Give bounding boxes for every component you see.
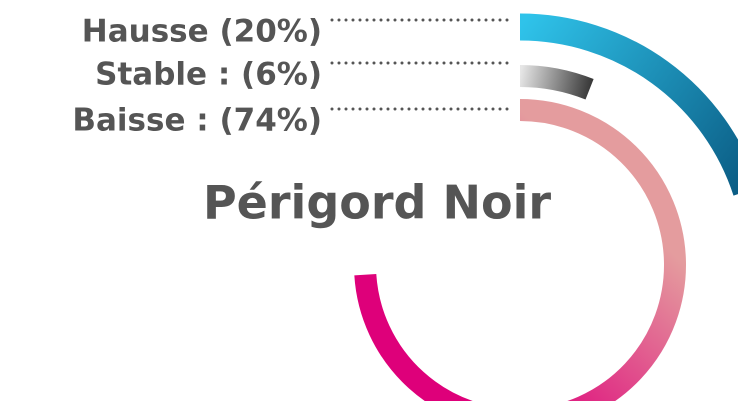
arc <box>519 13 738 196</box>
legend-label: Baisse : (74%) <box>72 103 322 139</box>
chart-title: Périgord Noir <box>203 176 551 230</box>
arc <box>519 65 594 100</box>
legend-label: Hausse (20%) <box>82 14 322 50</box>
legend-label: Stable : (6%) <box>95 57 322 93</box>
arc <box>354 99 686 401</box>
